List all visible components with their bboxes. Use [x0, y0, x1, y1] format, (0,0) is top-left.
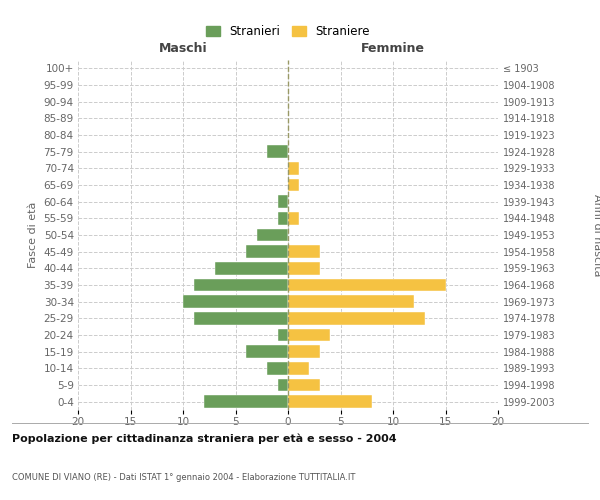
- Legend: Stranieri, Straniere: Stranieri, Straniere: [201, 20, 375, 43]
- Bar: [246, 346, 288, 358]
- Bar: [257, 229, 288, 241]
- Text: Popolazione per cittadinanza straniera per età e sesso - 2004: Popolazione per cittadinanza straniera p…: [12, 434, 397, 444]
- Bar: [267, 362, 288, 374]
- Bar: [288, 162, 299, 174]
- Bar: [288, 396, 372, 408]
- Bar: [288, 362, 309, 374]
- Bar: [193, 279, 288, 291]
- Bar: [288, 346, 320, 358]
- Bar: [277, 379, 288, 391]
- Text: Anni di nascita: Anni di nascita: [592, 194, 600, 276]
- Text: COMUNE DI VIANO (RE) - Dati ISTAT 1° gennaio 2004 - Elaborazione TUTTITALIA.IT: COMUNE DI VIANO (RE) - Dati ISTAT 1° gen…: [12, 473, 355, 482]
- Bar: [288, 379, 320, 391]
- Bar: [288, 179, 299, 192]
- Bar: [277, 212, 288, 224]
- Bar: [288, 246, 320, 258]
- Y-axis label: Fasce di età: Fasce di età: [28, 202, 38, 268]
- Bar: [277, 329, 288, 341]
- Bar: [277, 196, 288, 208]
- Bar: [267, 146, 288, 158]
- Text: Femmine: Femmine: [361, 42, 425, 55]
- Bar: [204, 396, 288, 408]
- Bar: [246, 246, 288, 258]
- Bar: [288, 312, 425, 324]
- Bar: [288, 212, 299, 224]
- Bar: [193, 312, 288, 324]
- Bar: [288, 262, 320, 274]
- Bar: [288, 279, 445, 291]
- Bar: [183, 296, 288, 308]
- Text: Maschi: Maschi: [158, 42, 208, 55]
- Bar: [215, 262, 288, 274]
- Bar: [288, 329, 330, 341]
- Bar: [288, 296, 414, 308]
